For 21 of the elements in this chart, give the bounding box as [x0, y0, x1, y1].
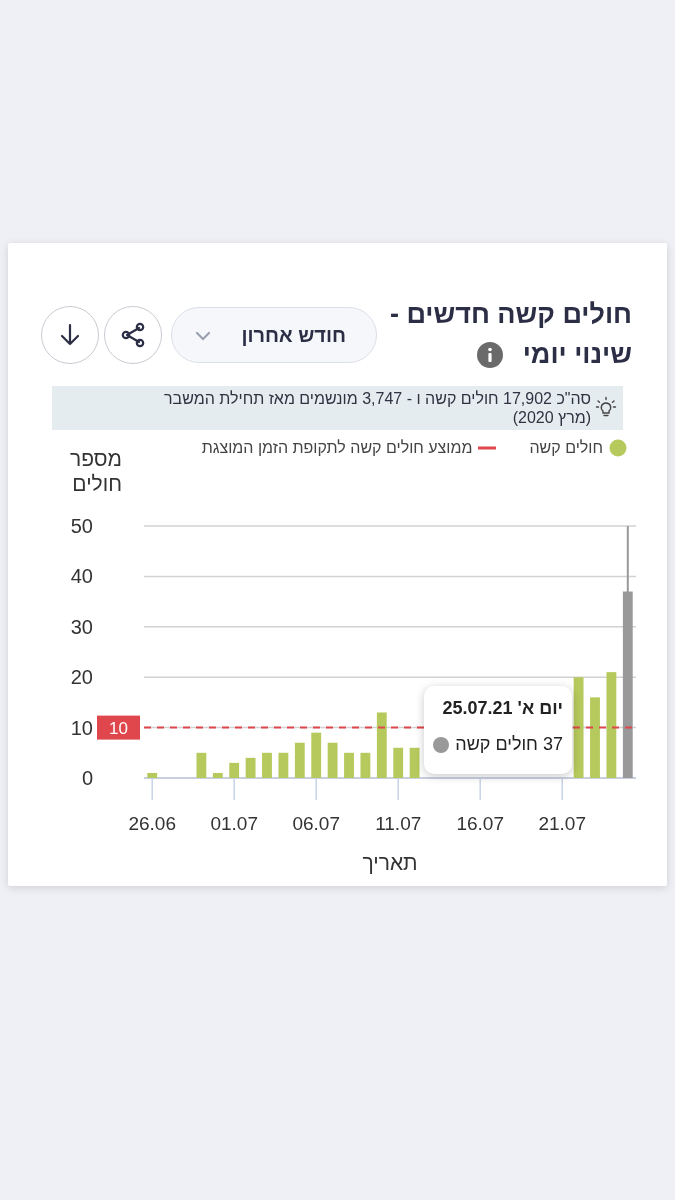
x-tick-label: 16.07 — [456, 813, 504, 834]
x-tick-label: 06.07 — [292, 813, 340, 834]
x-axis-title: תאריך — [362, 851, 418, 874]
y-tick-label: 40 — [70, 565, 93, 588]
legend-label: ממוצע חולים קשה לתקופת הזמן המוצגת — [201, 439, 473, 457]
text: חודש אחרון — [241, 323, 346, 348]
y-axis-title: מספר חולים — [68, 446, 122, 496]
y-tick-label: 0 — [81, 767, 93, 789]
y-tick-label: 10 — [70, 716, 93, 739]
annotation: יום א' 25.07.21 37 חולים קשה — [442, 698, 563, 755]
x-tick-label: 11.07 — [375, 813, 422, 834]
data-label: 10 — [109, 718, 128, 738]
y-tick-label: 30 — [70, 615, 93, 638]
legend-label: חולים קשה — [529, 439, 603, 457]
x-tick-label: 01.07 — [210, 813, 258, 834]
y-tick-label: 50 — [70, 515, 93, 537]
x-tick-label: 21.07 — [538, 813, 586, 834]
x-tick-label: 26.06 — [128, 813, 176, 834]
chart-subtitle: סה"כ 17,902 חולים קשה ו - 3,747 מונשמים מאז תחילת המשבר (מרץ 2020) — [163, 389, 591, 427]
y-tick-label: 20 — [70, 666, 93, 689]
chart-title: חולים קשה חדשים - שינוי יומי — [388, 298, 632, 371]
